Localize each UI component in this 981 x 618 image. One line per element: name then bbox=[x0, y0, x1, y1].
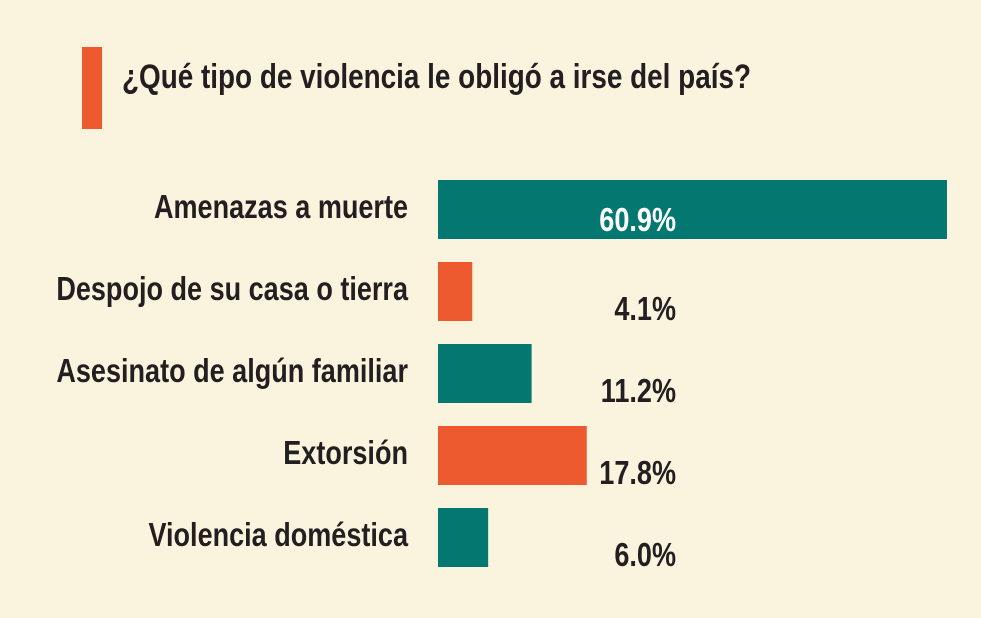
value-label-5: 6.0% bbox=[614, 538, 676, 574]
bar-5 bbox=[438, 508, 489, 567]
bar-3 bbox=[438, 344, 532, 403]
value-label-2: 4.1% bbox=[614, 292, 676, 328]
category-label-3: Asesinato de algún familiar bbox=[56, 354, 408, 390]
chart-title: ¿Qué tipo de violencia le obligó a irse … bbox=[122, 58, 751, 96]
value-label-3: 11.2% bbox=[601, 374, 676, 410]
value-label-1: 60.9% bbox=[599, 203, 676, 239]
category-label-5: Violencia doméstica bbox=[148, 518, 408, 554]
bar-4 bbox=[438, 426, 587, 485]
value-label-4: 17.8% bbox=[599, 456, 676, 492]
category-label-2: Despojo de su casa o tierra bbox=[56, 272, 408, 308]
bar-2 bbox=[438, 262, 473, 321]
category-label-4: Extorsión bbox=[283, 436, 408, 472]
category-label-1: Amenazas a muerte bbox=[154, 190, 408, 226]
bar-1 bbox=[438, 180, 947, 239]
title-accent-bar bbox=[82, 47, 102, 129]
